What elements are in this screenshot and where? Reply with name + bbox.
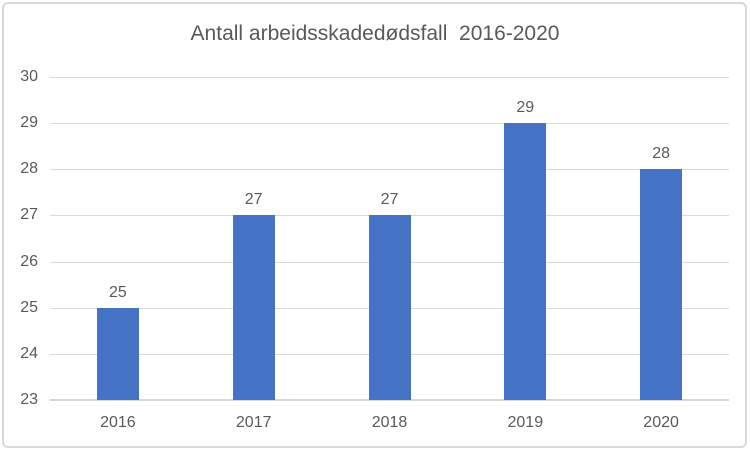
bar-value-label: 27 <box>380 191 399 209</box>
y-axis-tick-label: 26 <box>20 252 38 270</box>
y-axis-tick-label: 29 <box>20 114 38 132</box>
y-axis-tick-label: 23 <box>20 391 38 408</box>
bar-2020 <box>640 169 683 400</box>
bar-value-label: 29 <box>516 99 535 117</box>
y-axis-tick-label: 24 <box>20 344 38 362</box>
bar-2018 <box>368 215 411 400</box>
gridline <box>50 77 729 78</box>
bar-2017 <box>232 215 275 400</box>
y-axis-tick-label: 25 <box>20 298 38 316</box>
y-axis-tick-label: 28 <box>20 160 38 178</box>
gridline <box>50 169 729 171</box>
chart-title: Antall arbeidsskadedødsfall 2016-2020 <box>190 22 560 45</box>
bar-value-label: 27 <box>244 191 263 209</box>
x-axis-line <box>50 399 729 401</box>
gridline <box>50 123 729 125</box>
bar-value-label: 28 <box>652 145 670 163</box>
y-axis-tick-label: 30 <box>20 68 38 85</box>
x-axis-tick-label: 2018 <box>371 414 408 431</box>
x-axis-tick-label: 2019 <box>507 414 544 431</box>
plot-area: 25 27 27 29 28 <box>50 77 729 401</box>
x-axis-tick-label: 2016 <box>100 414 136 431</box>
bar-2019 <box>504 123 547 400</box>
bar-value-label: 25 <box>108 283 127 301</box>
bar-2016 <box>96 307 139 400</box>
x-axis-tick-label: 2020 <box>643 414 679 431</box>
x-axis-tick-label: 2017 <box>235 414 272 431</box>
y-axis-tick-label: 27 <box>20 206 38 224</box>
